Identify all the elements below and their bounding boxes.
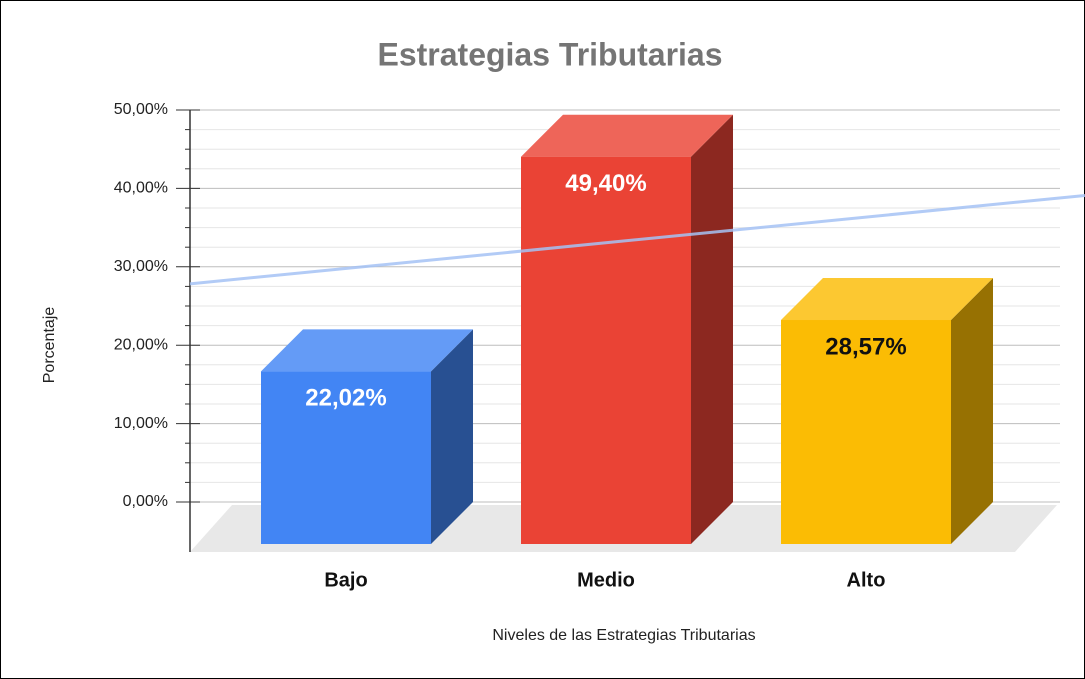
trendline [189,193,1085,286]
y-tick-label: 10,00% [114,415,168,432]
x-tick-label: Alto [847,569,886,591]
y-tick-label: 40,00% [114,180,168,197]
bar-top [261,329,473,372]
bars [261,114,993,545]
y-tick-label: 30,00% [114,258,168,275]
x-axis-label: Niveles de las Estrategias Tributarias [492,627,755,644]
bar [521,156,691,545]
y-tick-label: 50,00% [114,101,168,118]
bar-top [781,278,993,321]
y-tick-label: 20,00% [114,336,168,353]
chart-title: Estrategias Tributarias [377,36,722,72]
x-tick-label: Bajo [324,569,367,591]
bar-side [691,114,733,544]
bar-side [431,329,473,544]
data-label: 49,40% [565,170,646,197]
y-tick-label: 0,00% [123,493,168,510]
bar-side [951,278,993,544]
data-label: 22,02% [305,385,386,412]
data-label: 28,57% [825,333,906,360]
bar [781,320,951,544]
y-axis-label: Porcentaje [41,307,58,384]
overlay: 22,02% Bajo 49,40% Medio 28,57% Alto [189,170,1085,591]
bar [261,371,431,544]
bar-top [521,114,733,157]
x-tick-label: Medio [577,569,635,591]
